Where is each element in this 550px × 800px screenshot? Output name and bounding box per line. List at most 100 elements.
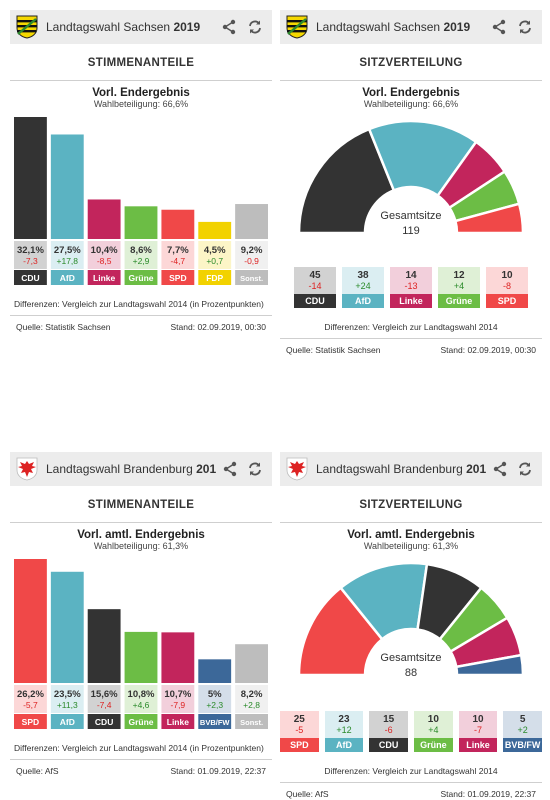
- widget-header: Landtagswahl Sachsen 2019: [10, 10, 272, 44]
- party-label: FDP: [206, 273, 223, 283]
- section-title: STIMMENANTEILE: [10, 486, 272, 523]
- bar-spd: [161, 209, 195, 239]
- value-box-linke: [161, 685, 195, 713]
- bar-afd: [50, 134, 84, 239]
- refresh-icon[interactable]: [245, 458, 266, 480]
- seat-boxes: 25 -5 SPD 23 +12 AfD 15 -6 CDU 10 +4 Grüne 10 -7 Linke…: [279, 711, 543, 752]
- party-label: AfD: [60, 717, 75, 727]
- diff-label: +11,3: [57, 700, 78, 710]
- value-box-grüne: [124, 685, 158, 713]
- seat-value: 12: [453, 270, 465, 281]
- brandenburg-sitzverteilung-widget: Landtagswahl Brandenburg 2019 SITZVERTEI…: [279, 452, 543, 800]
- seat-segment-spd: [453, 202, 525, 235]
- diff-label: -5,7: [23, 700, 38, 710]
- diff-label: +4,6: [133, 700, 150, 710]
- diff-label: -4,7: [171, 256, 186, 266]
- source-link[interactable]: Quelle: AfS: [286, 789, 329, 799]
- share-icon[interactable]: [220, 458, 241, 480]
- seat-diff: +2: [517, 725, 528, 735]
- party-label: Linke: [167, 717, 189, 727]
- value-label: 10,7%: [164, 689, 191, 700]
- seat-value: 14: [405, 270, 417, 281]
- party-label: BVB/FW: [503, 738, 543, 752]
- bar-fdp: [198, 221, 232, 239]
- party-label: SPD: [22, 717, 39, 727]
- source-link[interactable]: Quelle: AfS: [16, 766, 59, 776]
- party-tag-afd: [50, 714, 84, 729]
- value-label: 27,5%: [54, 245, 81, 256]
- refresh-icon[interactable]: [514, 16, 536, 38]
- diff-label: -7,9: [171, 700, 186, 710]
- result-title: Vorl. amtl. Endergebnis: [347, 529, 475, 541]
- sachsen-crest-icon: [16, 15, 38, 39]
- party-label: Sonst.: [240, 718, 263, 727]
- value-label: 23,5%: [54, 689, 81, 700]
- seat-diff: +4: [428, 725, 439, 735]
- party-label: Linke: [458, 738, 498, 752]
- bar-cdu: [87, 609, 121, 683]
- total-seats-label: Gesamtsitze: [380, 652, 441, 664]
- value-box-grüne: [124, 241, 158, 269]
- turnout-label: Wahlbeteiligung: 61,3%: [93, 541, 189, 551]
- party-tag-sonst: [235, 270, 268, 285]
- share-icon[interactable]: [488, 16, 510, 38]
- bar-linke: [87, 199, 121, 239]
- diff-note: Differenzen: Vergleich zur Landtagswahl …: [10, 293, 272, 316]
- vote-share-bar-chart: 26,2%-5,7 SPD 23,5%+11,3 AfD 15,6%-7,4 CDU 10,…: [14, 559, 268, 729]
- value-label: 8,2%: [241, 689, 263, 700]
- seat-diff: -8: [502, 281, 511, 291]
- source-line: Quelle: Statistik Sachsen Stand: 02.09.2…: [10, 316, 272, 338]
- result-title: Vorl. amtl. Endergebnis: [77, 529, 205, 541]
- diff-label: +17,8: [57, 256, 79, 266]
- party-label: Grüne: [414, 738, 453, 752]
- seat-diff: +4: [453, 281, 465, 291]
- seat-value: 15: [383, 714, 395, 725]
- value-box-sonst: [235, 685, 268, 713]
- section-title: SITZVERTEILUNG: [280, 486, 542, 523]
- refresh-icon[interactable]: [515, 458, 536, 480]
- widget-title: Landtagswahl Brandenburg 2019: [46, 462, 216, 476]
- diff-label: -0,9: [244, 256, 259, 266]
- stand-label: Stand: 02.09.2019, 00:30: [440, 345, 536, 355]
- bar-grüne: [124, 631, 158, 683]
- result-title: Vorl. Endergebnis: [362, 87, 460, 99]
- brandenburg-eagle-icon: [16, 457, 38, 481]
- result-title: Vorl. Endergebnis: [92, 87, 190, 99]
- turnout-label: Wahlbeteiligung: 66,6%: [93, 99, 189, 109]
- refresh-icon[interactable]: [244, 16, 266, 38]
- bar-bvb-fw: [198, 659, 232, 683]
- seat-box-afd: 23 +12 AfD: [324, 711, 364, 752]
- party-tag-grüne: [124, 270, 158, 285]
- value-label: 10,8%: [128, 689, 155, 700]
- party-tag-fdp: [198, 270, 232, 285]
- diff-label: -7,3: [23, 256, 38, 266]
- party-label: AfD: [324, 738, 364, 752]
- seat-box-cdu: 15 -6 CDU: [369, 711, 408, 752]
- value-label: 26,2%: [17, 689, 44, 700]
- seat-diff: -7: [474, 725, 483, 735]
- source-link[interactable]: Quelle: Statistik Sachsen: [286, 345, 381, 355]
- party-label: Sonst.: [240, 274, 263, 283]
- seat-segment-cdu: [297, 127, 396, 235]
- seat-box-grüne: 10 +4 Grüne: [414, 711, 453, 752]
- share-icon[interactable]: [490, 458, 511, 480]
- brandenburg-eagle-icon: [286, 457, 308, 481]
- seat-box-grüne: 12 +4 Grüne: [438, 267, 480, 308]
- party-tag-grüne: [124, 714, 158, 729]
- bar-afd: [50, 571, 84, 683]
- party-label: BVB/FW: [200, 718, 231, 727]
- seat-value: 25: [293, 714, 305, 725]
- stand-label: Stand: 01.09.2019, 22:37: [170, 766, 266, 776]
- seat-diff: -5: [295, 725, 304, 735]
- total-seats-label: Gesamtsitze: [380, 210, 441, 222]
- seat-box-afd: 38 +24 AfD: [342, 267, 384, 308]
- widget-title: Landtagswahl Sachsen 2019: [316, 20, 471, 34]
- party-label: Grüne: [128, 717, 153, 727]
- sachsen-crest-icon: [286, 15, 308, 39]
- party-label: CDU: [369, 738, 408, 752]
- source-link[interactable]: Quelle: Statistik Sachsen: [16, 322, 111, 332]
- diff-note: Differenzen: Vergleich zur Landtagswahl …: [280, 760, 542, 783]
- total-seats-value: 88: [405, 667, 417, 679]
- share-icon[interactable]: [218, 16, 240, 38]
- bar-linke: [161, 632, 195, 683]
